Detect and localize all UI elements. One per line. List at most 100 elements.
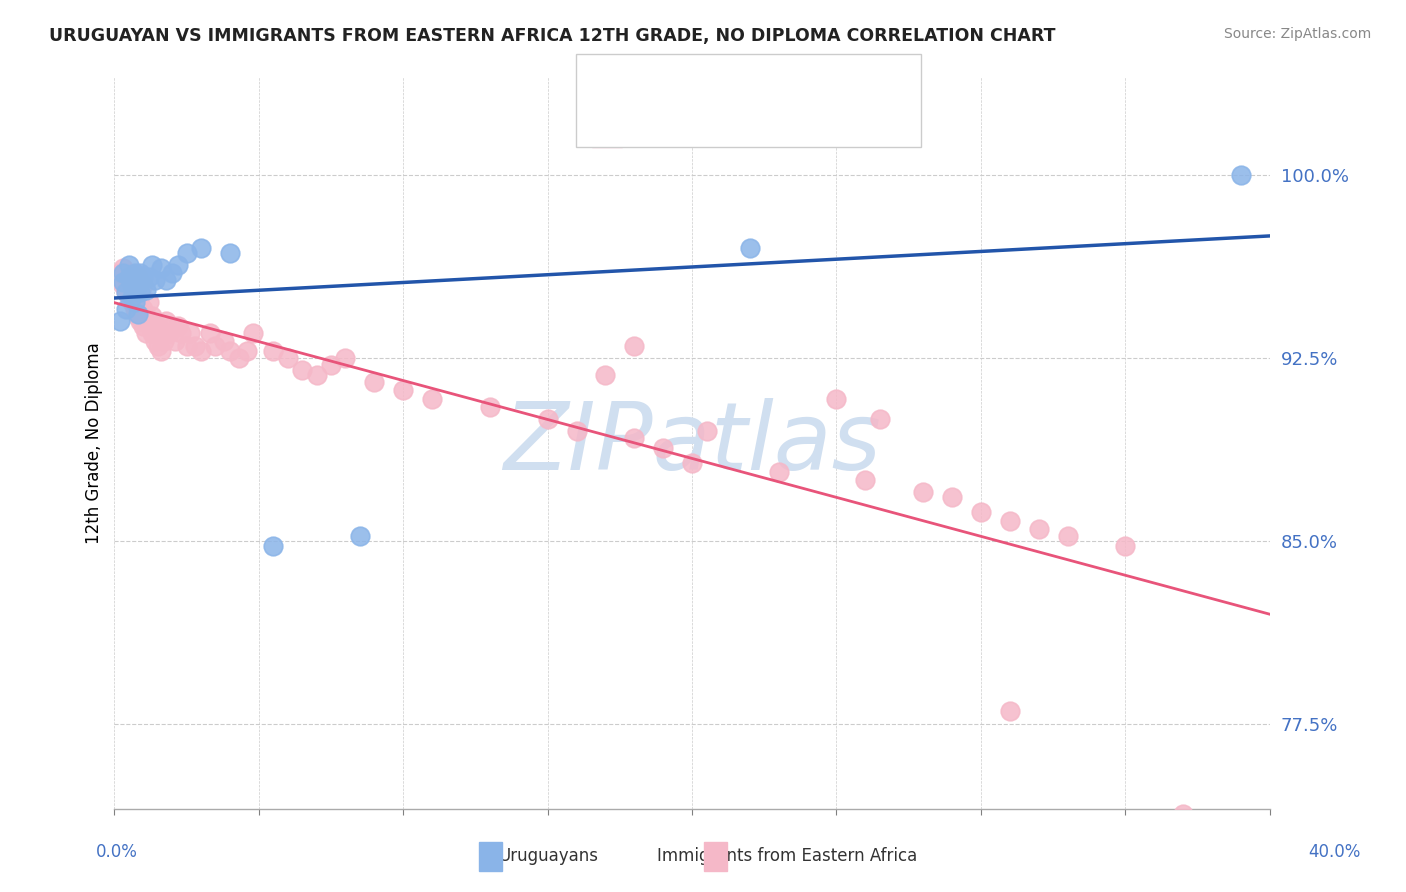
Point xyxy=(1171,806,1194,821)
Point xyxy=(112,277,135,292)
Point xyxy=(121,285,143,299)
Point xyxy=(118,270,141,285)
Text: 0.0%: 0.0% xyxy=(96,843,138,861)
Point xyxy=(135,310,157,324)
Point xyxy=(392,383,415,397)
Point xyxy=(212,334,235,348)
Point xyxy=(825,392,848,407)
Point xyxy=(118,258,141,272)
Point xyxy=(138,294,160,309)
Point xyxy=(204,339,226,353)
Point xyxy=(970,504,993,518)
Point xyxy=(141,310,163,324)
Point xyxy=(143,334,166,348)
Text: Uruguayans: Uruguayans xyxy=(498,847,599,865)
Point xyxy=(319,358,342,372)
Point xyxy=(143,319,166,334)
Point xyxy=(236,343,259,358)
Point xyxy=(998,705,1021,719)
Point xyxy=(179,326,201,341)
Point xyxy=(219,343,242,358)
Point xyxy=(228,351,250,365)
Point xyxy=(176,246,198,260)
Point xyxy=(262,343,284,358)
Point xyxy=(262,539,284,553)
Point xyxy=(138,270,160,285)
Point xyxy=(623,339,645,353)
Point xyxy=(108,314,131,328)
Point xyxy=(135,326,157,341)
Point xyxy=(115,285,138,299)
Text: ZIPatlas: ZIPatlas xyxy=(503,398,882,489)
Point xyxy=(176,339,198,353)
Text: N =: N = xyxy=(745,87,785,104)
Point xyxy=(118,290,141,304)
Point xyxy=(127,310,149,324)
Point xyxy=(623,431,645,445)
Point xyxy=(149,260,172,275)
Point xyxy=(1028,522,1050,536)
Point xyxy=(1230,168,1253,182)
Point xyxy=(1114,539,1136,553)
Point xyxy=(853,473,876,487)
Point xyxy=(146,319,169,334)
Point xyxy=(155,314,177,328)
Point xyxy=(198,326,221,341)
Point xyxy=(478,400,501,414)
Text: 40.0%: 40.0% xyxy=(1309,843,1361,861)
Point xyxy=(695,424,717,438)
Point xyxy=(565,424,588,438)
Point xyxy=(112,275,135,289)
Point xyxy=(1056,529,1078,543)
Point xyxy=(420,392,443,407)
Point xyxy=(115,302,138,317)
Point xyxy=(149,326,172,341)
Point xyxy=(152,334,174,348)
Point xyxy=(115,270,138,285)
Point xyxy=(121,294,143,309)
Text: 82: 82 xyxy=(780,123,806,141)
Point xyxy=(219,246,242,260)
Point xyxy=(595,368,617,382)
Point xyxy=(160,319,183,334)
Point xyxy=(121,270,143,285)
Text: R = -0.179: R = -0.179 xyxy=(628,123,725,141)
Point xyxy=(129,285,152,299)
Point xyxy=(132,270,155,285)
Point xyxy=(124,294,146,309)
Point xyxy=(167,319,190,334)
Point xyxy=(190,343,212,358)
Point xyxy=(998,514,1021,528)
Point xyxy=(138,314,160,328)
Text: 31: 31 xyxy=(780,87,806,104)
Point xyxy=(127,270,149,285)
Point xyxy=(363,376,385,390)
Point xyxy=(912,485,935,500)
Point xyxy=(112,266,135,280)
Point xyxy=(124,302,146,317)
Point xyxy=(170,326,193,341)
Point xyxy=(127,307,149,321)
Point xyxy=(124,285,146,299)
Point xyxy=(132,277,155,292)
Text: Source: ZipAtlas.com: Source: ZipAtlas.com xyxy=(1223,27,1371,41)
Point xyxy=(165,334,187,348)
Point xyxy=(132,302,155,317)
Point xyxy=(112,260,135,275)
Point xyxy=(132,319,155,334)
Point xyxy=(335,351,357,365)
Point xyxy=(738,241,761,255)
Point xyxy=(184,339,207,353)
Text: URUGUAYAN VS IMMIGRANTS FROM EASTERN AFRICA 12TH GRADE, NO DIPLOMA CORRELATION C: URUGUAYAN VS IMMIGRANTS FROM EASTERN AFR… xyxy=(49,27,1056,45)
Point xyxy=(108,266,131,280)
Point xyxy=(146,339,169,353)
Point xyxy=(141,258,163,272)
Point xyxy=(869,412,891,426)
Point xyxy=(127,294,149,309)
Point xyxy=(135,283,157,297)
Point xyxy=(118,277,141,292)
Point xyxy=(305,368,328,382)
Point xyxy=(129,290,152,304)
Point xyxy=(277,351,299,365)
Point xyxy=(681,456,703,470)
